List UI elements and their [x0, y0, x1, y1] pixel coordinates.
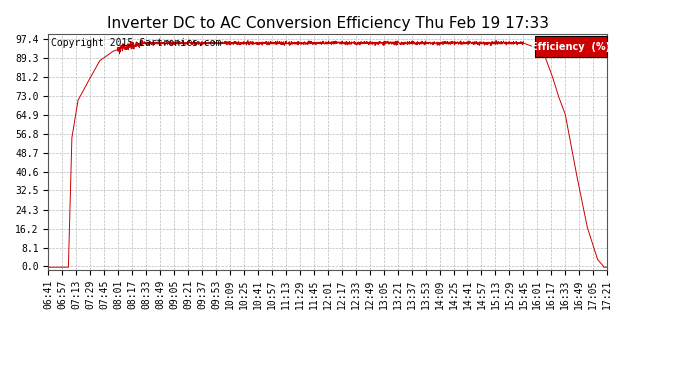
- Text: Efficiency  (%): Efficiency (%): [531, 42, 611, 52]
- Title: Inverter DC to AC Conversion Efficiency Thu Feb 19 17:33: Inverter DC to AC Conversion Efficiency …: [107, 16, 549, 31]
- FancyBboxPatch shape: [535, 36, 607, 57]
- Text: Copyright 2015 Cartronics.com: Copyright 2015 Cartronics.com: [51, 39, 221, 48]
